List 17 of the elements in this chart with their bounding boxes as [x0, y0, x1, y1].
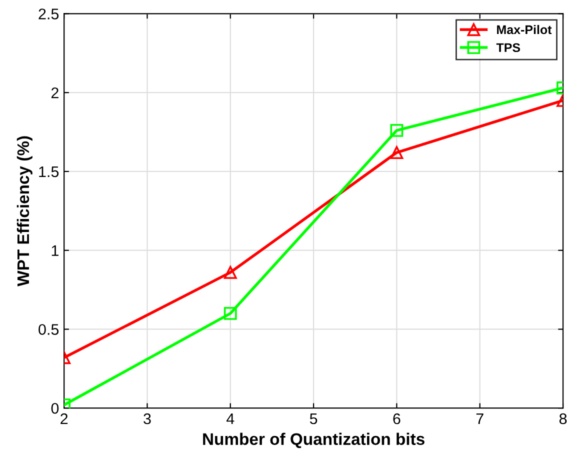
x-tick-label: 8 — [559, 413, 567, 424]
y-tick-label: 0.5 — [38, 324, 59, 335]
y-tick-label: 0 — [51, 402, 59, 414]
x-tick-label: 4 — [226, 414, 234, 424]
x-tick-label: 3 — [144, 413, 151, 424]
y-tick-label: 2.5 — [38, 8, 59, 20]
x-tick-label: 7 — [476, 414, 484, 424]
y-tick-label: 1 — [52, 245, 58, 256]
legend-label: TPS — [496, 43, 520, 52]
y-axis-title: WPT Efficiency (%) — [16, 136, 32, 286]
y-tick-label: 2 — [51, 87, 58, 98]
x-tick-label: 6 — [393, 413, 400, 424]
x-axis-title: Number of Quantization bits — [203, 432, 424, 448]
x-tick-label: 5 — [310, 414, 318, 424]
y-tick-label: 1.5 — [39, 166, 59, 178]
x-tick-label: 2 — [60, 413, 68, 424]
legend-label: Max-Pilot — [497, 24, 552, 34]
